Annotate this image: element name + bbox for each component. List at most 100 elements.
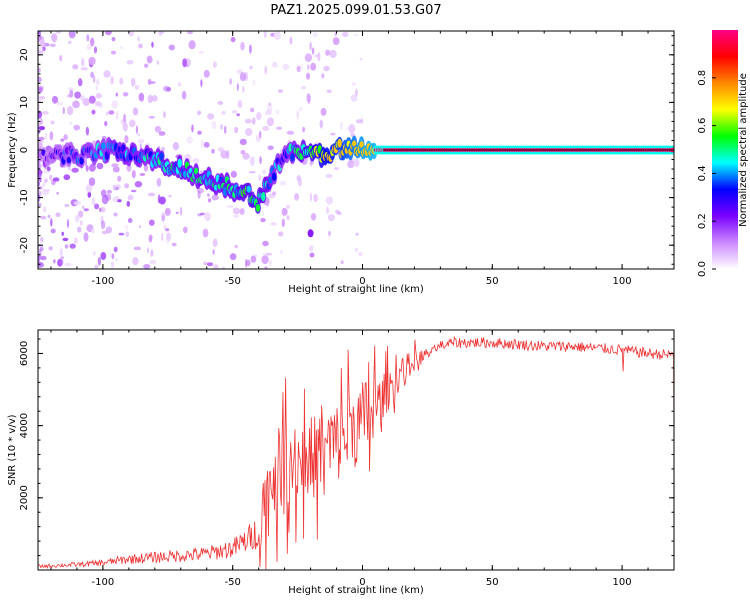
heatmap-speckle-cell [38, 248, 42, 258]
heatmap-speckle-cell [71, 167, 79, 173]
heatmap-speckle-cell [126, 60, 134, 65]
heatmap-speckle-cell [175, 211, 179, 215]
heatmap-speckle-cell [138, 92, 145, 102]
heatmap-y-axis: -20 -10 0 10 20 [19, 35, 674, 265]
heatmap-speckle-cell [252, 117, 256, 125]
heatmap-speckle-cell [144, 63, 149, 68]
heatmap-speckle-cell [132, 107, 139, 116]
heatmap-speckle-cell [266, 117, 274, 127]
heatmap-speckle-cell [248, 171, 256, 174]
heatmap-speckle-cell [245, 258, 248, 268]
heatmap-speckle-cell [50, 218, 53, 227]
heatmap-speckle-cell [355, 119, 362, 124]
heatmap-speckle-cell [43, 188, 51, 192]
heatmap-speckle-cell [143, 264, 151, 269]
heatmap-speckle-cell [39, 247, 44, 252]
snr-panel: -100 -50 0 50 100 2000 4000 6000 Height of str… [7, 329, 675, 596]
heatmap-speckle-cell [41, 111, 49, 115]
heatmap-speckle-cell [83, 232, 89, 242]
heatmap-speckle-cell [111, 253, 115, 260]
colorbar-ticks: 0.0 0.2 0.4 0.6 0.8 [697, 70, 716, 277]
heatmap-speckle-cell [148, 219, 155, 226]
heatmap-ridge-core [261, 192, 266, 202]
heatmap-speckle-cell [112, 184, 117, 190]
snr-y-label: SNR (10 * v/v) [7, 414, 18, 485]
heatmap-speckle-cell [242, 85, 245, 93]
heatmap-speckle-cell [203, 261, 207, 266]
heatmap-speckle-cell [108, 110, 115, 115]
heatmap-speckle-cell [111, 37, 116, 42]
heatmap-speckle-cell [231, 110, 238, 114]
heatmap-speckle-cell [80, 67, 88, 71]
heatmap-speckle-cell [259, 156, 262, 165]
heatmap-speckle-cell [234, 126, 239, 134]
heatmap-speckle-cell [134, 84, 140, 90]
heatmap-speckle-cell [250, 255, 257, 263]
heatmap-speckle-cell [317, 52, 321, 62]
heatmap-ridge-core [101, 142, 106, 150]
heatmap-speckle-cell [85, 184, 93, 193]
heatmap-speckle-cell [111, 163, 119, 168]
heatmap-speckle-cell [151, 95, 158, 102]
heatmap-speckle-cell [309, 192, 312, 202]
heatmap-speckle-cell [49, 43, 56, 48]
heatmap-speckle-cell [359, 57, 363, 61]
heatmap-speckle-cell [197, 190, 201, 199]
heatmap-speckle-cell [203, 141, 210, 148]
heatmap-speckle-cell [156, 60, 159, 65]
heatmap-ridge-core [159, 152, 164, 160]
heatmap-speckle-cell [85, 165, 89, 172]
heatmap-speckle-cell [63, 134, 68, 141]
heatmap-speckle-cell [93, 251, 96, 256]
heatmap-speckle-cell [50, 228, 56, 234]
heatmap-speckle-cell [72, 64, 79, 70]
heatmap-x-axis: -100 -50 0 50 100 [50, 31, 675, 287]
heatmap-speckle-cell [67, 87, 74, 91]
heatmap-speckle-cell [95, 86, 98, 90]
heatmap-speckle-cell [240, 150, 246, 155]
heatmap-speckle-cell [223, 125, 227, 134]
heatmap-speckle-cell [245, 128, 253, 137]
heatmap-speckle-cell [182, 226, 188, 234]
heatmap-speckle-cell [327, 214, 335, 222]
heatmap-speckle-cell [262, 126, 270, 131]
heatmap-speckle-cell [88, 177, 96, 186]
heatmap-speckle-cell [220, 150, 228, 159]
heatmap-speckle-cell [217, 100, 224, 105]
heatmap-speckle-cell [124, 135, 129, 144]
heatmap-speckle-cell [168, 44, 175, 51]
heatmap-speckle-cell [113, 246, 118, 253]
heatmap-speckle-cell [69, 121, 73, 125]
heatmap-speckle-cell [49, 131, 54, 141]
heatmap-speckle-cell [273, 31, 281, 41]
heatmap-speckle-cell [325, 173, 333, 179]
heatmap-speckle-cell [236, 113, 240, 117]
heatmap-speckle-cell [161, 212, 165, 216]
heatmap-speckle-cell [62, 237, 69, 242]
heatmap-speckle-cell [249, 44, 252, 54]
heatmap-speckle-cell [50, 120, 55, 125]
heatmap-ridge-core [66, 156, 72, 164]
heatmap-speckle-cell [118, 232, 125, 236]
heatmap-speckle-cell [329, 49, 337, 59]
heatmap-speckle-cell [103, 70, 111, 78]
heatmap-speckle-cell [226, 205, 234, 208]
heatmap-x-label: Height of straight line (km) [288, 284, 424, 295]
heatmap-speckle-cell [313, 194, 318, 202]
heatmap-speckle-cell [192, 157, 200, 164]
heatmap-speckle-cell [148, 116, 155, 119]
heatmap-speckle-cell [340, 121, 343, 131]
heatmap-speckle-cell [93, 46, 98, 54]
heatmap-speckle-cell [87, 191, 92, 198]
y-tick-label: 6000 [19, 341, 30, 366]
heatmap-speckle-cell [147, 78, 152, 85]
heatmap-speckle-cell [328, 230, 331, 237]
heatmap-speckle-cell [335, 209, 340, 214]
heatmap-speckle-cell [49, 174, 53, 181]
heatmap-speckle-cell [147, 247, 149, 254]
heatmap-speckle-cell [326, 89, 332, 93]
heatmap-ridge-core [79, 156, 84, 165]
colorbar-tick-label: 0.2 [697, 213, 708, 229]
heatmap-speckle-cell [44, 132, 48, 140]
heatmap-speckle-cell [124, 224, 129, 231]
